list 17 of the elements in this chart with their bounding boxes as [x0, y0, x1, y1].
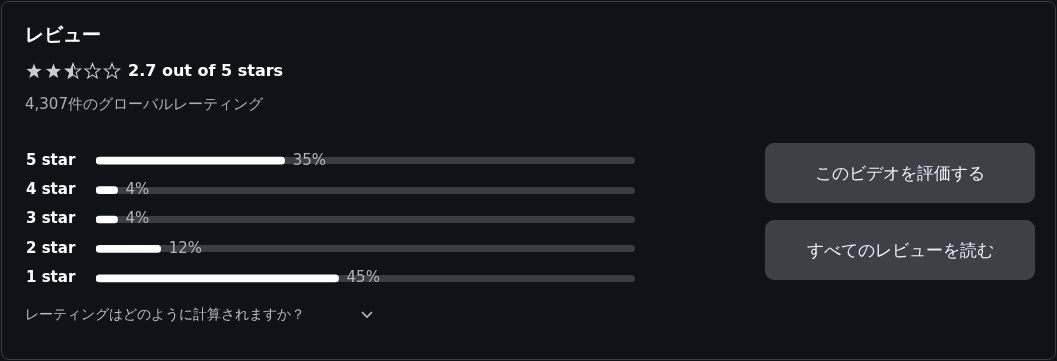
text: 4,307件のグローバルレーティング: [25, 95, 263, 114]
chart-title: レビュー: [25, 22, 101, 47]
text: このビデオを評価する: [765, 143, 1035, 203]
chart-subtitle: 2.7 out of 5 stars: [128, 61, 284, 80]
data-label: 35%: [292, 150, 326, 169]
data-label: 4%: [125, 179, 150, 198]
y-tick-label: 2 star: [26, 238, 76, 257]
data-label: 12%: [168, 238, 203, 257]
y-tick-label: 3 star: [26, 209, 76, 228]
data-label: 45%: [346, 268, 380, 287]
bar: [96, 245, 162, 253]
text: すべてのレビューを読む: [765, 220, 1035, 280]
y-tick-label: 1 star: [26, 268, 76, 287]
y-tick-label: 4 star: [26, 179, 76, 198]
data-label: 4%: [125, 209, 150, 228]
y-tick-label: 5 star: [26, 150, 76, 169]
text: レーティングはどのように計算されますか？: [25, 306, 305, 324]
